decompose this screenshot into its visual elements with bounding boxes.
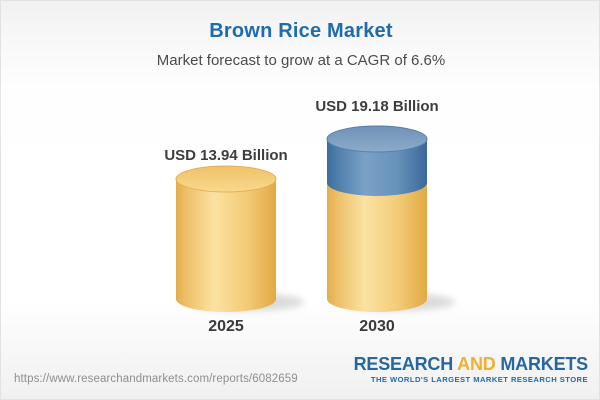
logo-word-and: AND (457, 354, 496, 374)
page-subtitle: Market forecast to grow at a CAGR of 6.6… (156, 52, 446, 69)
logo-word-markets: MARKETS (500, 354, 588, 374)
logo-tagline: THE WORLD'S LARGEST MARKET RESEARCH STOR… (370, 375, 588, 384)
cylinder-2030-base-segment (327, 183, 427, 312)
cylinder-2030-top (326, 125, 428, 153)
logo-word-research: RESEARCH (353, 354, 454, 374)
cylinder-2025 (175, 165, 277, 312)
value-label-2030: USD 19.18 Billion (315, 98, 439, 115)
value-label-2025: USD 13.94 Billion (164, 147, 288, 164)
page-title: Brown Rice Market (209, 20, 393, 42)
axis-label-2025: 2025 (208, 318, 244, 335)
logo-wordmark: RESEARCH AND MARKETS (353, 354, 589, 374)
cylinder-2030 (326, 125, 428, 312)
cylinder-2030-growth-segment (327, 139, 427, 196)
report-url: https://www.researchandmarkets.com/repor… (14, 373, 298, 385)
research-and-markets-logo: RESEARCH AND MARKETS THE WORLD'S LARGEST… (353, 354, 589, 384)
axis-label-2030: 2030 (359, 318, 395, 335)
